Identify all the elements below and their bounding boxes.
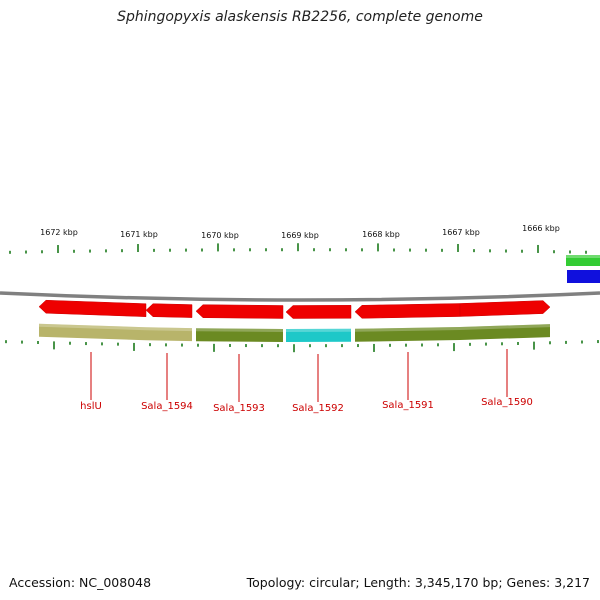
cog-bar-highlight — [460, 324, 550, 330]
gene-label[interactable]: Sala_1590 — [481, 397, 533, 408]
cog-bar-highlight — [39, 323, 146, 331]
cog-bar[interactable] — [460, 324, 550, 340]
cog-bar-highlight — [146, 327, 192, 332]
kbp-label: 1669 kbp — [281, 231, 319, 240]
gene-label[interactable]: Sala_1591 — [382, 400, 434, 411]
gene-arrow[interactable] — [38, 299, 147, 317]
map-title: Sphingopyxis alaskensis RB2256, complete… — [117, 9, 483, 25]
cog-bar[interactable] — [355, 327, 460, 342]
kbp-label: 1667 kbp — [442, 228, 480, 237]
ruler-ticks-lower — [5, 340, 599, 353]
cog-bars — [39, 323, 550, 342]
cog-bar[interactable] — [39, 323, 146, 341]
gene-arrow[interactable] — [195, 304, 284, 319]
kbp-label: 1672 kbp — [40, 228, 78, 237]
ruler-ticks-upper — [9, 243, 587, 254]
edge-feature — [566, 255, 600, 266]
kbp-label: 1668 kbp — [362, 230, 400, 239]
accession-text: Accession: NC_008048 — [9, 575, 152, 590]
gene-arrow[interactable] — [459, 300, 551, 317]
ruler-labels: 1672 kbp 1671 kbp 1670 kbp 1669 kbp 1668 kbp… — [40, 224, 560, 240]
gene-label[interactable]: Sala_1594 — [141, 401, 193, 412]
cog-bar[interactable] — [146, 327, 192, 342]
genome-summary-text: Topology: circular; Length: 3,345,170 bp… — [246, 575, 590, 590]
edge-features — [566, 255, 600, 283]
cog-bar[interactable] — [196, 328, 283, 342]
gene-labels: hslU Sala_1594 Sala_1593 Sala_1592 Sala_1591… — [80, 349, 533, 414]
gene-arrows — [38, 299, 551, 319]
gene-label[interactable]: Sala_1593 — [213, 403, 265, 414]
cog-bar-highlight — [286, 328, 351, 332]
gene-arrow[interactable] — [285, 305, 352, 319]
edge-feature — [567, 270, 600, 283]
gene-arrow[interactable] — [145, 303, 193, 318]
edge-feature-highlight — [566, 255, 600, 258]
kbp-label: 1671 kbp — [120, 230, 158, 239]
kbp-label: 1670 kbp — [201, 231, 239, 240]
cog-bar-highlight — [196, 328, 283, 332]
gene-label[interactable]: hslU — [80, 401, 102, 412]
kbp-label: 1666 kbp — [522, 224, 560, 233]
genome-backbone — [0, 291, 600, 302]
gene-arrow[interactable] — [354, 303, 461, 319]
cog-bar-highlight — [355, 327, 460, 332]
cog-bar[interactable] — [286, 328, 351, 342]
gene-label[interactable]: Sala_1592 — [292, 403, 344, 414]
